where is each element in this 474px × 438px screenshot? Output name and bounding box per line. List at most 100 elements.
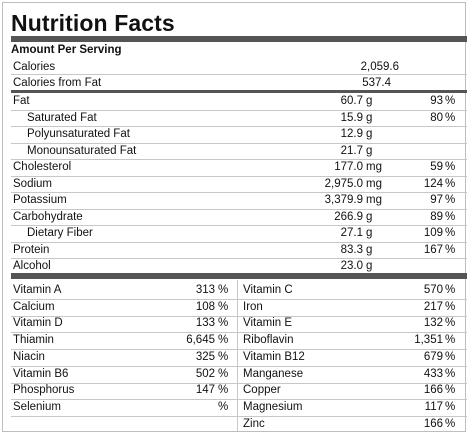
row-divider [11, 192, 467, 193]
vitamin-label: Zinc [243, 417, 265, 430]
nutrient-daily-value: 80 [430, 111, 443, 124]
nutrient-amount: 21.7 [340, 144, 363, 157]
vitamin-value: 132 [423, 317, 443, 330]
nutrient-percent-sign: % [445, 227, 456, 239]
vitamin-percent-sign: % [445, 317, 456, 330]
row-divider [11, 208, 467, 210]
row-divider [11, 258, 467, 259]
vitamin-value: 166 [423, 417, 443, 430]
nutrient-label: Monounsaturated Fat [27, 144, 137, 157]
nutrient-amount: 12.9 [340, 128, 363, 140]
vitamin-value: 147 [195, 384, 215, 397]
vitamin-label: Riboflavin [243, 334, 294, 347]
vitamin-label: Copper [243, 384, 281, 397]
nutrient-percent-sign: % [445, 210, 456, 223]
nutrient-unit: g [366, 260, 373, 272]
row-divider [11, 315, 467, 317]
vitamin-value: 502 [195, 367, 215, 380]
nutrient-daily-value: 124 [423, 177, 443, 190]
row-divider [11, 365, 467, 367]
row-divider [11, 74, 467, 75]
nutrient-unit: g [366, 227, 373, 239]
thick-divider [11, 273, 467, 279]
nutrient-label: Alcohol [13, 260, 51, 272]
nutrient-unit: mg [366, 161, 382, 173]
vitamin-percent-sign: % [445, 384, 456, 397]
vitamin-value: 108 [195, 300, 215, 313]
vitamin-percent-sign: % [445, 334, 456, 347]
vitamin-percent-sign: % [218, 317, 229, 330]
vitamin-percent-sign: % [445, 350, 456, 363]
nutrient-amount: 60.7 [340, 95, 363, 107]
vitamin-percent-sign: % [445, 284, 456, 296]
nutrient-unit: g [366, 144, 373, 157]
row-divider [11, 159, 467, 160]
vitamin-value: 325 [195, 350, 215, 363]
calories-label: Calories [13, 61, 56, 73]
vitamin-value: 117 [424, 400, 443, 413]
vitamin-value: 217 [423, 300, 443, 313]
vitamin-label: Selenium [13, 400, 61, 413]
nutrient-amount: 83.3 [340, 243, 363, 256]
row-divider [11, 225, 467, 226]
vitamin-percent-sign: % [445, 400, 456, 413]
nutrition-facts-title: Nutrition Facts [11, 10, 175, 36]
nutrient-unit: g [366, 128, 373, 140]
nutrition-facts-label: Nutrition Facts Amount Per Serving Calor… [2, 2, 467, 432]
nutrient-amount: 3,379.9 [324, 194, 363, 206]
vitamin-percent-sign: % [218, 384, 229, 397]
nutrient-percent-sign: % [445, 161, 456, 173]
vitamin-label: Vitamin D [13, 317, 63, 330]
nutrient-label: Sodium [13, 177, 52, 190]
nutrient-amount: 2,975.0 [324, 177, 363, 190]
nutrient-label: Saturated Fat [27, 111, 97, 124]
nutrient-daily-value: 59 [430, 161, 443, 173]
nutrient-daily-value: 109 [423, 227, 443, 239]
row-divider [11, 349, 467, 351]
amount-per-serving: Amount Per Serving [11, 44, 122, 56]
vitamin-label: Vitamin E [243, 317, 293, 330]
vitamin-label: Vitamin A [13, 284, 62, 296]
vitamin-label: Magnesium [243, 400, 303, 413]
nutrient-percent-sign: % [445, 177, 456, 190]
calories-from-fat-value: 537.4 [362, 77, 391, 89]
vitamin-percent-sign: % [218, 334, 229, 347]
row-divider [11, 382, 467, 384]
vitamin-value: 1,351 [414, 334, 443, 347]
column-divider [237, 280, 238, 431]
nutrient-amount: 23.0 [340, 260, 363, 272]
nutrient-percent-sign: % [445, 194, 456, 206]
row-divider [11, 109, 467, 111]
calories-value: 2,059.6 [360, 61, 399, 73]
nutrient-unit: g [366, 210, 373, 223]
row-divider [11, 126, 467, 127]
nutrient-amount: 27.1 [340, 227, 363, 239]
vitamin-percent-sign: % [218, 400, 229, 413]
row-divider [11, 142, 467, 144]
vitamin-value: 133 [195, 317, 215, 330]
nutrient-unit: g [366, 95, 373, 107]
calories-from-fat-label: Calories from Fat [13, 77, 102, 89]
nutrient-daily-value: 167 [423, 243, 443, 256]
vitamin-percent-sign: % [445, 417, 456, 430]
medium-divider [11, 90, 467, 93]
vitamin-label: Calcium [13, 300, 55, 313]
vitamin-value: 570 [423, 284, 443, 296]
nutrient-daily-value: 89 [430, 210, 443, 223]
nutrient-unit: g [366, 243, 373, 256]
nutrient-amount: 177.0 [334, 161, 363, 173]
nutrient-percent-sign: % [445, 243, 456, 256]
vitamin-label: Phosphorus [13, 384, 75, 397]
vitamin-value: 433 [423, 367, 443, 380]
nutrient-amount: 15.9 [340, 111, 363, 124]
nutrient-label: Polyunsaturated Fat [27, 128, 130, 140]
nutrient-percent-sign: % [445, 111, 456, 124]
nutrient-unit: g [366, 111, 373, 124]
nutrient-label: Dietary Fiber [27, 227, 93, 239]
row-divider [11, 415, 467, 417]
nutrient-unit: mg [366, 194, 382, 206]
row-divider [11, 175, 467, 177]
vitamin-percent-sign: % [218, 300, 229, 313]
vitamin-label: Manganese [243, 367, 304, 380]
vitamin-label: Iron [243, 300, 263, 313]
